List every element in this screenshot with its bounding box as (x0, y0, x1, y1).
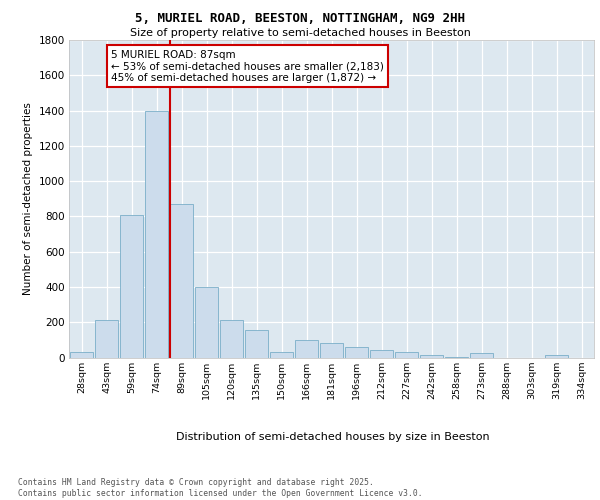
Bar (70, 352, 93, 358)
Bar (95, 320, 118, 358)
Bar (470, 353, 493, 358)
Bar (270, 352, 293, 358)
Text: Contains HM Land Registry data © Crown copyright and database right 2025.
Contai: Contains HM Land Registry data © Crown c… (18, 478, 422, 498)
Bar (320, 344, 343, 357)
Bar (245, 330, 268, 357)
Bar (220, 320, 243, 358)
Bar (395, 352, 418, 358)
Bar (145, 110, 168, 358)
Text: 5, MURIEL ROAD, BEESTON, NOTTINGHAM, NG9 2HH: 5, MURIEL ROAD, BEESTON, NOTTINGHAM, NG9… (135, 12, 465, 26)
Text: Distribution of semi-detached houses by size in Beeston: Distribution of semi-detached houses by … (176, 432, 490, 442)
Bar (170, 204, 193, 358)
Bar (195, 287, 218, 358)
Y-axis label: Number of semi-detached properties: Number of semi-detached properties (23, 102, 33, 295)
Bar (545, 355, 568, 358)
Bar (120, 214, 143, 358)
Text: 5 MURIEL ROAD: 87sqm
← 53% of semi-detached houses are smaller (2,183)
45% of se: 5 MURIEL ROAD: 87sqm ← 53% of semi-detac… (111, 50, 384, 82)
Bar (445, 356, 468, 358)
Text: Size of property relative to semi-detached houses in Beeston: Size of property relative to semi-detach… (130, 28, 470, 38)
Bar (370, 350, 393, 358)
Bar (345, 347, 368, 358)
Bar (295, 340, 318, 357)
Bar (420, 355, 443, 358)
